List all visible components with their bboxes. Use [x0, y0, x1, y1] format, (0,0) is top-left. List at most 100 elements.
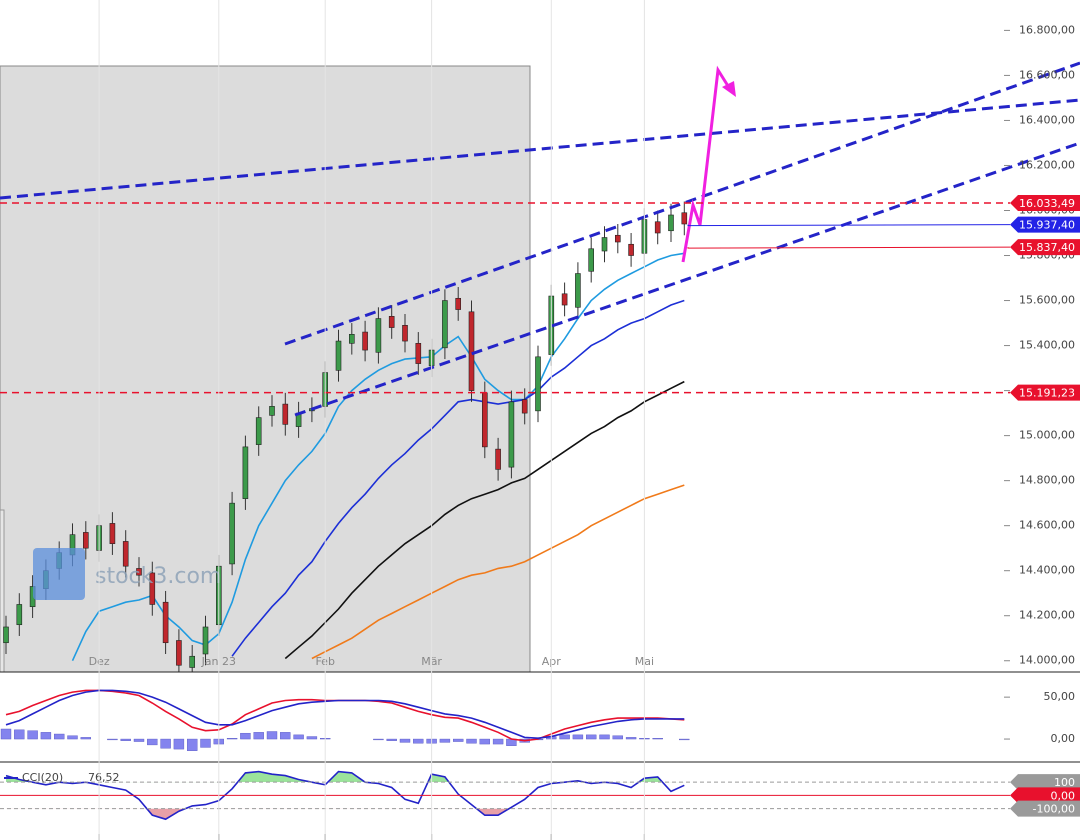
y-tick-label: 0,00: [1051, 732, 1076, 745]
histogram-bar: [27, 730, 38, 740]
macd-panel: [0, 689, 690, 751]
y-tick-label: 15.600,00: [1019, 294, 1075, 307]
watermark-logo: [33, 548, 85, 600]
histogram-bar: [133, 738, 145, 742]
histogram-bar: [253, 732, 264, 740]
y-tick-label: 16.400,00: [1019, 113, 1075, 126]
histogram-bar: [559, 734, 570, 740]
candle-body: [614, 234, 621, 243]
histogram-bar: [80, 737, 92, 740]
cci-tag-label: 0,00: [1051, 789, 1076, 802]
histogram-bar: [226, 738, 238, 740]
candle-body: [481, 392, 488, 448]
candle-body: [162, 601, 169, 644]
histogram-bar: [625, 737, 637, 740]
level-tag: [1010, 384, 1080, 401]
candle-body: [681, 212, 688, 225]
candle-body: [109, 523, 116, 544]
histogram-bar: [479, 738, 490, 745]
indicator-line: [284, 380, 685, 660]
cci-zone-fill: [6, 808, 685, 820]
histogram-bar: [386, 738, 397, 741]
candle-body: [362, 331, 368, 351]
cci-tag: [1010, 800, 1080, 817]
candle-body: [3, 626, 9, 644]
y-tick-label: 14.000,00: [1019, 654, 1075, 667]
candle-body: [348, 334, 355, 344]
candle-body: [442, 300, 448, 349]
histogram-bar: [466, 738, 477, 744]
candle-body: [654, 221, 661, 234]
candle-body: [521, 399, 528, 414]
y-tick-label: 15.400,00: [1019, 339, 1075, 352]
y-tick-label: 16.600,00: [1019, 68, 1075, 81]
candle-body: [122, 541, 129, 567]
candle-body: [468, 311, 475, 391]
histogram-bar: [293, 734, 304, 740]
cci-tag-label: -100,00: [1033, 803, 1075, 816]
indicator-line: [311, 484, 685, 660]
overlay: Dez Jan 23 Feb Mär Apr Mai16.800,0016.600,001…: [0, 23, 1080, 840]
histogram-bar: [492, 738, 504, 745]
cci-tag: [1010, 787, 1080, 804]
level-tag: [1010, 194, 1080, 211]
candle-body: [83, 532, 89, 549]
candle-body: [508, 401, 515, 468]
candle-body: [415, 343, 422, 364]
y-tick-label: 16.200,00: [1019, 158, 1075, 171]
legend-label: CCI(20): [22, 771, 63, 784]
candle-body: [202, 626, 209, 655]
histogram-bar: [439, 738, 451, 743]
histogram-bar: [186, 738, 198, 751]
histogram-bar: [399, 738, 411, 743]
histogram-bar: [14, 729, 25, 740]
y-tick-label: 14.200,00: [1019, 609, 1075, 622]
price-tag: [1010, 216, 1080, 233]
price-tag-label: 15.837,40: [1019, 241, 1075, 254]
trend-line: [0, 98, 1080, 200]
cci-tag: [1010, 774, 1080, 791]
candle-body: [229, 502, 235, 565]
candle-body: [601, 237, 608, 252]
candle-body: [402, 325, 408, 342]
histogram-bar: [200, 738, 211, 748]
cci-tag-label: 100: [1054, 776, 1075, 789]
histogram-bar: [373, 738, 384, 741]
legend-value: 76,52: [88, 771, 120, 784]
candle-body: [628, 243, 634, 256]
histogram-bar: [173, 738, 185, 750]
level-tag-label: 16.033,49: [1019, 197, 1075, 210]
candle-body: [149, 572, 156, 605]
trend-line: [294, 141, 1080, 417]
y-tick-label: 14.400,00: [1019, 564, 1075, 577]
candle-body: [575, 273, 581, 308]
histogram-bar: [612, 735, 623, 740]
histogram-bar: [679, 738, 690, 741]
histogram-bar: [599, 734, 610, 740]
histogram-bar: [54, 733, 65, 740]
histogram-bar: [572, 734, 584, 740]
y-tick-label: 50,00: [1044, 690, 1076, 703]
price-tag-label: 15.937,40: [1019, 219, 1075, 232]
candle-body: [176, 640, 182, 666]
candle-body: [335, 340, 342, 371]
histogram-bar: [266, 731, 278, 740]
candle-body: [282, 403, 289, 425]
candle-body: [136, 568, 142, 576]
trend-lines: [0, 61, 1080, 417]
candle-body: [588, 248, 595, 272]
candle-body: [375, 318, 382, 353]
trend-line: [284, 61, 1080, 346]
histogram-bar: [0, 728, 12, 740]
price-line: [687, 224, 1011, 227]
candle-body: [495, 448, 501, 470]
candle-body: [269, 406, 275, 416]
cci-panel: [5, 770, 685, 821]
candle-body: [242, 446, 249, 499]
y-tick-label: 14.800,00: [1019, 474, 1075, 487]
candle-body: [189, 655, 195, 668]
candle-body: [561, 293, 568, 306]
histogram-bar: [107, 738, 118, 741]
arrow-head: [722, 81, 736, 97]
